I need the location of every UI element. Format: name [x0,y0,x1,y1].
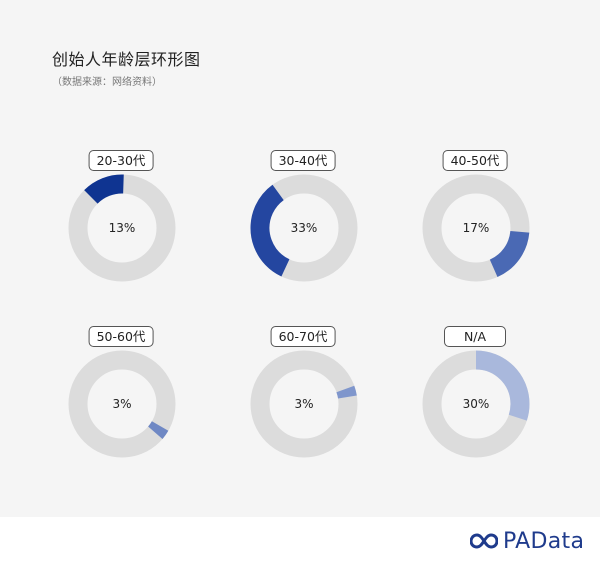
donut-slice [250,174,358,282]
donut-cell: 40-50代 17% [405,150,545,300]
donut-percent-label: 30% [462,397,490,411]
donut-slice [68,174,176,282]
infinity-logo-icon [470,533,498,549]
donut-category-label: 40-50代 [442,150,508,171]
donut-category-label: 60-70代 [270,326,336,347]
donut-track [250,350,358,458]
donut-track [422,174,530,282]
brand-name: PAData [503,528,585,554]
chart-panel: 创始人年龄层环形图 （数据来源：网络资料） 20-30代 13% 30-40代 33%… [51,50,545,476]
donut-cell: 30-40代 33% [233,150,373,300]
donut-cell: N/A 30% [405,326,545,476]
donut-slice [68,350,176,458]
donut-chart: 30% [421,349,531,459]
donut-percent-label: 13% [108,221,136,235]
brand-logo: PAData [470,528,584,554]
donut-percent-label: 33% [290,221,318,235]
donut-cell: 50-60代 3% [51,326,191,476]
donut-percent-label: 17% [462,221,490,235]
donut-category-label: 30-40代 [270,150,336,171]
donut-percent-label: 3% [112,397,132,411]
donut-chart: 33% [249,173,359,283]
chart-title: 创始人年龄层环形图 [52,50,201,69]
donut-chart: 3% [67,349,177,459]
donut-track [68,350,176,458]
donut-cell: 20-30代 13% [51,150,191,300]
chart-source-note: （数据来源：网络资料） [52,77,162,88]
donut-chart: 3% [249,349,359,459]
donut-cell: 60-70代 3% [233,326,373,476]
donut-category-label: 50-60代 [88,326,154,347]
donut-category-label: 20-30代 [88,150,154,171]
donut-chart: 13% [67,173,177,283]
donut-percent-label: 3% [294,397,314,411]
donut-slice [422,174,530,282]
donut-chart: 17% [421,173,531,283]
donut-category-label: N/A [444,326,506,347]
donut-slice [422,350,530,458]
